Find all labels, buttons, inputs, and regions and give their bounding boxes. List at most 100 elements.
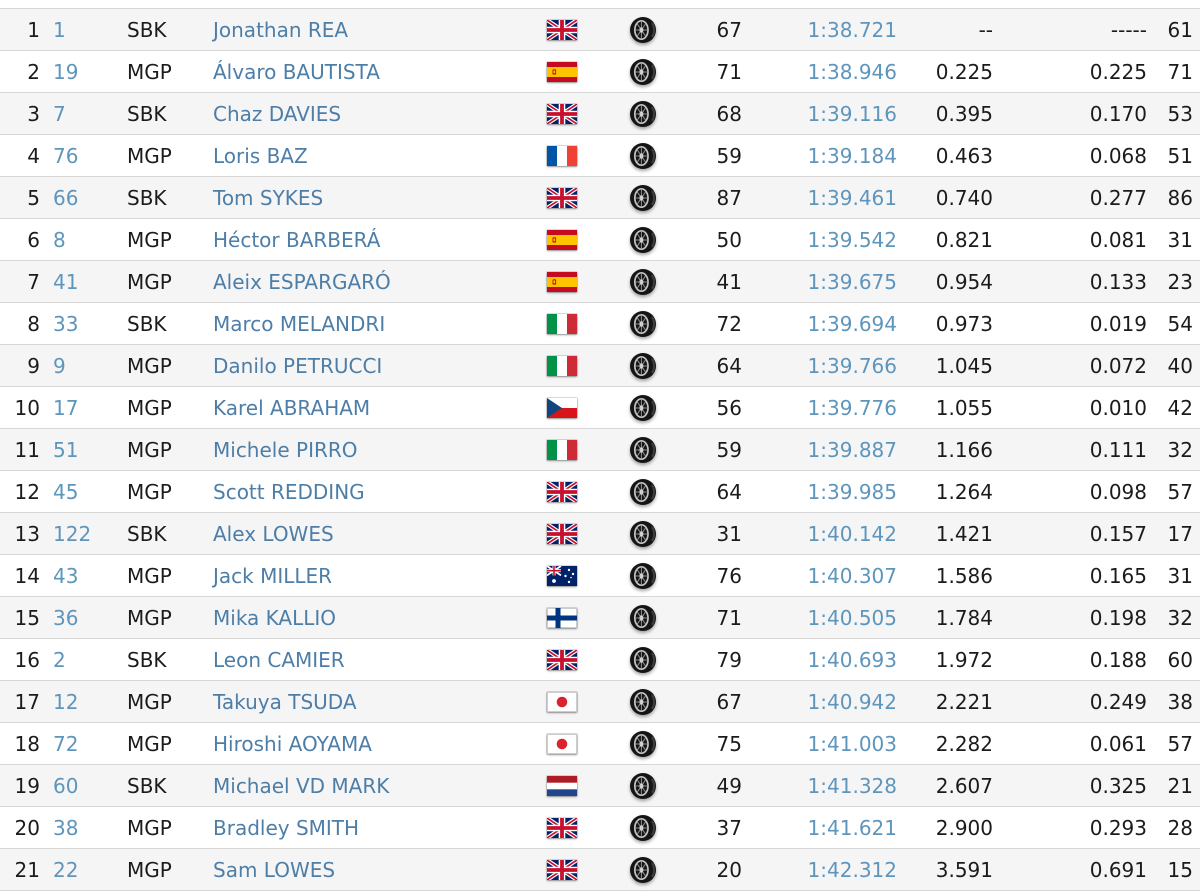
gap-to-leader: 0.225 [935, 59, 993, 84]
best-lap-time-link[interactable]: 1:38.946 [807, 59, 897, 84]
best-lap-time-link[interactable]: 1:40.505 [807, 605, 897, 630]
best-lap-time-link[interactable]: 1:39.542 [807, 227, 897, 252]
rider-number-link[interactable]: 12 [53, 689, 79, 714]
gap-to-leader: 1.586 [935, 563, 993, 588]
tire-icon[interactable] [629, 100, 657, 128]
tire-icon[interactable] [629, 58, 657, 86]
tire-icon[interactable] [629, 184, 657, 212]
table-row: 12 45 MGP Scott REDDING 64 1:39.985 1.26… [0, 471, 1200, 513]
tire-icon[interactable] [629, 310, 657, 338]
rider-number-link[interactable]: 22 [53, 857, 79, 882]
rider-name-link[interactable]: Aleix ESPARGARÓ [213, 269, 391, 294]
rider-name-link[interactable]: Loris BAZ [213, 143, 308, 168]
best-lap-time-link[interactable]: 1:39.461 [807, 185, 897, 210]
tire-icon[interactable] [629, 646, 657, 674]
rider-number-link[interactable]: 60 [53, 773, 79, 798]
gap-to-previous: 0.198 [1089, 605, 1147, 630]
tire-icon[interactable] [629, 436, 657, 464]
jp-flag-icon [547, 733, 577, 754]
best-lap-time-link[interactable]: 1:39.675 [807, 269, 897, 294]
rider-number-link[interactable]: 1 [53, 17, 66, 42]
tire-icon[interactable] [629, 562, 657, 590]
rider-number-link[interactable]: 2 [53, 647, 66, 672]
best-lap-time-link[interactable]: 1:40.942 [807, 689, 897, 714]
best-lap-time-link[interactable]: 1:39.985 [807, 479, 897, 504]
rider-number-link[interactable]: 19 [53, 59, 79, 84]
best-lap-time-link[interactable]: 1:40.307 [807, 563, 897, 588]
laps-count: 67 [716, 17, 742, 42]
rider-number-link[interactable]: 72 [53, 731, 79, 756]
rider-name-link[interactable]: Sam LOWES [213, 857, 336, 882]
best-lap-time-link[interactable]: 1:39.776 [807, 395, 897, 420]
tire-icon[interactable] [629, 604, 657, 632]
rider-number-link[interactable]: 38 [53, 815, 79, 840]
es-flag-icon [547, 229, 577, 250]
rider-name-link[interactable]: Michael VD MARK [213, 773, 390, 798]
best-lap-time-link[interactable]: 1:39.116 [807, 101, 897, 126]
rider-number-link[interactable]: 7 [53, 101, 66, 126]
gap-to-previous: 0.170 [1089, 101, 1147, 126]
rider-name-link[interactable]: Alex LOWES [213, 521, 334, 546]
best-lap-time-link[interactable]: 1:38.721 [807, 17, 897, 42]
gap-to-previous: ----- [1110, 17, 1147, 42]
tire-icon[interactable] [629, 226, 657, 254]
best-lap-time-link[interactable]: 1:42.312 [807, 857, 897, 882]
rider-name-link[interactable]: Marco MELANDRI [213, 311, 386, 336]
best-lap-time-link[interactable]: 1:40.693 [807, 647, 897, 672]
rider-number-link[interactable]: 8 [53, 227, 66, 252]
tire-icon[interactable] [629, 688, 657, 716]
best-lap-time-link[interactable]: 1:39.766 [807, 353, 897, 378]
rider-number-link[interactable]: 36 [53, 605, 79, 630]
table-row: 8 33 SBK Marco MELANDRI 72 1:39.694 0.97… [0, 303, 1200, 345]
rider-number-link[interactable]: 76 [53, 143, 79, 168]
position-number: 2 [27, 59, 40, 84]
rider-name-link[interactable]: Jonathan REA [213, 17, 349, 42]
best-lap-time-link[interactable]: 1:39.184 [807, 143, 897, 168]
rider-name-link[interactable]: Scott REDDING [213, 479, 365, 504]
tire-icon[interactable] [629, 478, 657, 506]
rider-name-link[interactable]: Hiroshi AOYAMA [213, 731, 372, 756]
rider-name-link[interactable]: Chaz DAVIES [213, 101, 342, 126]
rider-number-link[interactable]: 9 [53, 353, 66, 378]
rider-name-link[interactable]: Karel ABRAHAM [213, 395, 371, 420]
tire-icon[interactable] [629, 142, 657, 170]
rider-name-link[interactable]: Tom SYKES [213, 185, 324, 210]
gap-to-leader: 0.463 [935, 143, 993, 168]
rider-number-link[interactable]: 122 [53, 521, 92, 546]
laps-count: 50 [716, 227, 742, 252]
rider-number-link[interactable]: 66 [53, 185, 79, 210]
rider-number-link[interactable]: 45 [53, 479, 79, 504]
rider-name-link[interactable]: Mika KALLIO [213, 605, 337, 630]
tire-icon[interactable] [629, 352, 657, 380]
rider-name-link[interactable]: Álvaro BAUTISTA [213, 59, 380, 84]
tire-icon[interactable] [629, 268, 657, 296]
class-label: MGP [127, 353, 172, 378]
tire-icon[interactable] [629, 16, 657, 44]
best-lap-time-link[interactable]: 1:41.003 [807, 731, 897, 756]
tire-icon[interactable] [629, 730, 657, 758]
tire-icon[interactable] [629, 856, 657, 884]
class-label: SBK [127, 521, 167, 546]
rider-name-link[interactable]: Leon CAMIER [213, 647, 345, 672]
rider-name-link[interactable]: Bradley SMITH [213, 815, 360, 840]
rider-name-link[interactable]: Danilo PETRUCCI [213, 353, 383, 378]
rider-name-link[interactable]: Takuya TSUDA [213, 689, 357, 714]
rider-name-link[interactable]: Jack MILLER [213, 563, 333, 588]
best-lap-time-link[interactable]: 1:40.142 [807, 521, 897, 546]
rider-name-link[interactable]: Héctor BARBERÁ [213, 227, 381, 252]
rider-name-link[interactable]: Michele PIRRO [213, 437, 358, 462]
best-lap-time-link[interactable]: 1:41.621 [807, 815, 897, 840]
tire-icon[interactable] [629, 520, 657, 548]
rider-number-link[interactable]: 41 [53, 269, 79, 294]
best-lap-time-link[interactable]: 1:39.694 [807, 311, 897, 336]
tire-icon[interactable] [629, 814, 657, 842]
rider-number-link[interactable]: 43 [53, 563, 79, 588]
tire-icon[interactable] [629, 394, 657, 422]
jp-flag-icon [547, 691, 577, 712]
best-lap-time-link[interactable]: 1:41.328 [807, 773, 897, 798]
best-lap-time-link[interactable]: 1:39.887 [807, 437, 897, 462]
rider-number-link[interactable]: 17 [53, 395, 79, 420]
tire-icon[interactable] [629, 772, 657, 800]
rider-number-link[interactable]: 33 [53, 311, 79, 336]
rider-number-link[interactable]: 51 [53, 437, 79, 462]
